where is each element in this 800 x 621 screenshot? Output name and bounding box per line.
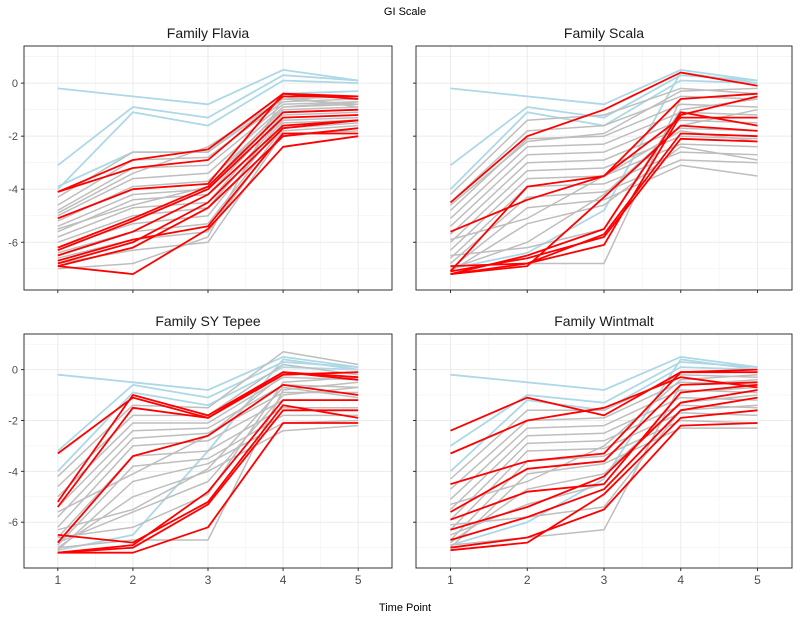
series-lines (449, 355, 758, 552)
series-lines (57, 69, 359, 276)
series-line-grey (450, 159, 758, 265)
series-line-red (57, 108, 359, 249)
y-tick-label: -4 (8, 466, 18, 478)
series-line-grey (449, 135, 758, 243)
series-line-red (57, 114, 359, 252)
series-line-red (57, 383, 359, 544)
series-line-grey (450, 146, 758, 273)
series-line-light (450, 69, 758, 106)
series-line-grey (449, 412, 758, 531)
series-line-red (57, 371, 359, 508)
series-line-red (57, 119, 359, 257)
y-tick-label: -6 (8, 237, 18, 249)
series-line-red (450, 409, 758, 552)
series-line-red (57, 95, 359, 193)
series-line-red (450, 381, 758, 513)
panel-4: Family Wintmalt 1 2 3 4 5 (413, 313, 793, 587)
series-line-red (450, 422, 758, 549)
series-line-grey (450, 394, 758, 544)
series-line-red (450, 124, 758, 275)
series-line-grey (57, 351, 359, 477)
series-line-red (57, 399, 359, 554)
x-tick-label: 4 (677, 573, 684, 587)
x-tick-label: 5 (754, 573, 761, 587)
series-line-grey (57, 414, 359, 546)
panel-title: Family SY Tepee (155, 313, 261, 329)
x-tick-label: 4 (280, 573, 287, 587)
series-line-red (450, 376, 758, 455)
panel-title: Family Wintmalt (554, 313, 654, 329)
series-line-grey (449, 119, 758, 227)
x-tick-label: 2 (130, 573, 137, 587)
series-line-grey (57, 384, 359, 508)
series-line-red (57, 404, 359, 544)
panel-1: Family Flavia 0 -2 -4 -6 (8, 25, 393, 293)
series-line-grey (450, 108, 758, 270)
series-line-grey (449, 111, 758, 219)
series-line-grey (57, 424, 359, 549)
x-tick-label: 5 (355, 573, 362, 587)
series-line-red (450, 396, 758, 541)
panel-3: Family SY Tepee 0 -2 -4 -6 1 2 3 4 5 (8, 313, 393, 587)
series-line-light (57, 79, 359, 190)
series-line-grey (449, 127, 758, 235)
series-line-grey (57, 376, 359, 498)
series-line-red (450, 132, 758, 267)
y-tick-label: -2 (8, 131, 18, 143)
series-line-light (450, 358, 758, 546)
series-line-grey (57, 100, 359, 212)
series-line-red (450, 111, 758, 275)
x-tick-label: 1 (54, 573, 61, 587)
series-line-red (57, 119, 359, 265)
series-line-red (450, 368, 758, 485)
series-line-grey (57, 407, 359, 539)
y-tick-label: 0 (12, 78, 18, 90)
y-tick-label: -4 (8, 184, 18, 196)
series-line-light (57, 69, 359, 106)
x-tick-label: 2 (524, 573, 531, 587)
figure-title: GI Scale (384, 6, 426, 18)
series-line-light (57, 74, 359, 167)
series-line-light (57, 355, 359, 391)
series-line-red (57, 92, 359, 220)
panel-title: Family Scala (564, 25, 644, 41)
y-tick-label: -2 (8, 415, 18, 427)
series-line-grey (450, 404, 758, 526)
x-tick-label: 3 (205, 573, 212, 587)
series-line-grey (57, 376, 359, 539)
series-line-grey (57, 386, 359, 531)
series-line-red (57, 135, 359, 276)
series-line-grey (450, 87, 758, 206)
panel-2: Family Scala (413, 25, 793, 293)
series-line-grey (449, 373, 758, 480)
series-line-grey (57, 386, 359, 544)
series-line-red (450, 95, 758, 275)
y-tick-label: -6 (8, 517, 18, 529)
series-line-grey (450, 164, 758, 270)
series-line-red (450, 389, 758, 531)
y-tick-label: 0 (12, 365, 18, 377)
series-line-grey (57, 98, 359, 214)
series-line-grey (449, 419, 758, 541)
x-tick-label: 1 (447, 573, 454, 587)
series-line-red (57, 422, 359, 554)
series-lines (449, 69, 758, 275)
series-line-grey (57, 103, 359, 217)
series-line-grey (57, 95, 359, 198)
series-line-grey (450, 373, 758, 506)
x-tick-label: 3 (601, 573, 608, 587)
x-axis-label: Time Point (379, 602, 431, 614)
series-line-red (449, 71, 758, 204)
panel-title: Family Flavia (167, 25, 250, 41)
series-line-grey (57, 95, 359, 270)
series-lines (57, 351, 359, 554)
series-line-grey (449, 427, 758, 549)
series-line-red (450, 384, 758, 521)
series-line-light (450, 355, 758, 391)
series-line-red (57, 132, 359, 262)
